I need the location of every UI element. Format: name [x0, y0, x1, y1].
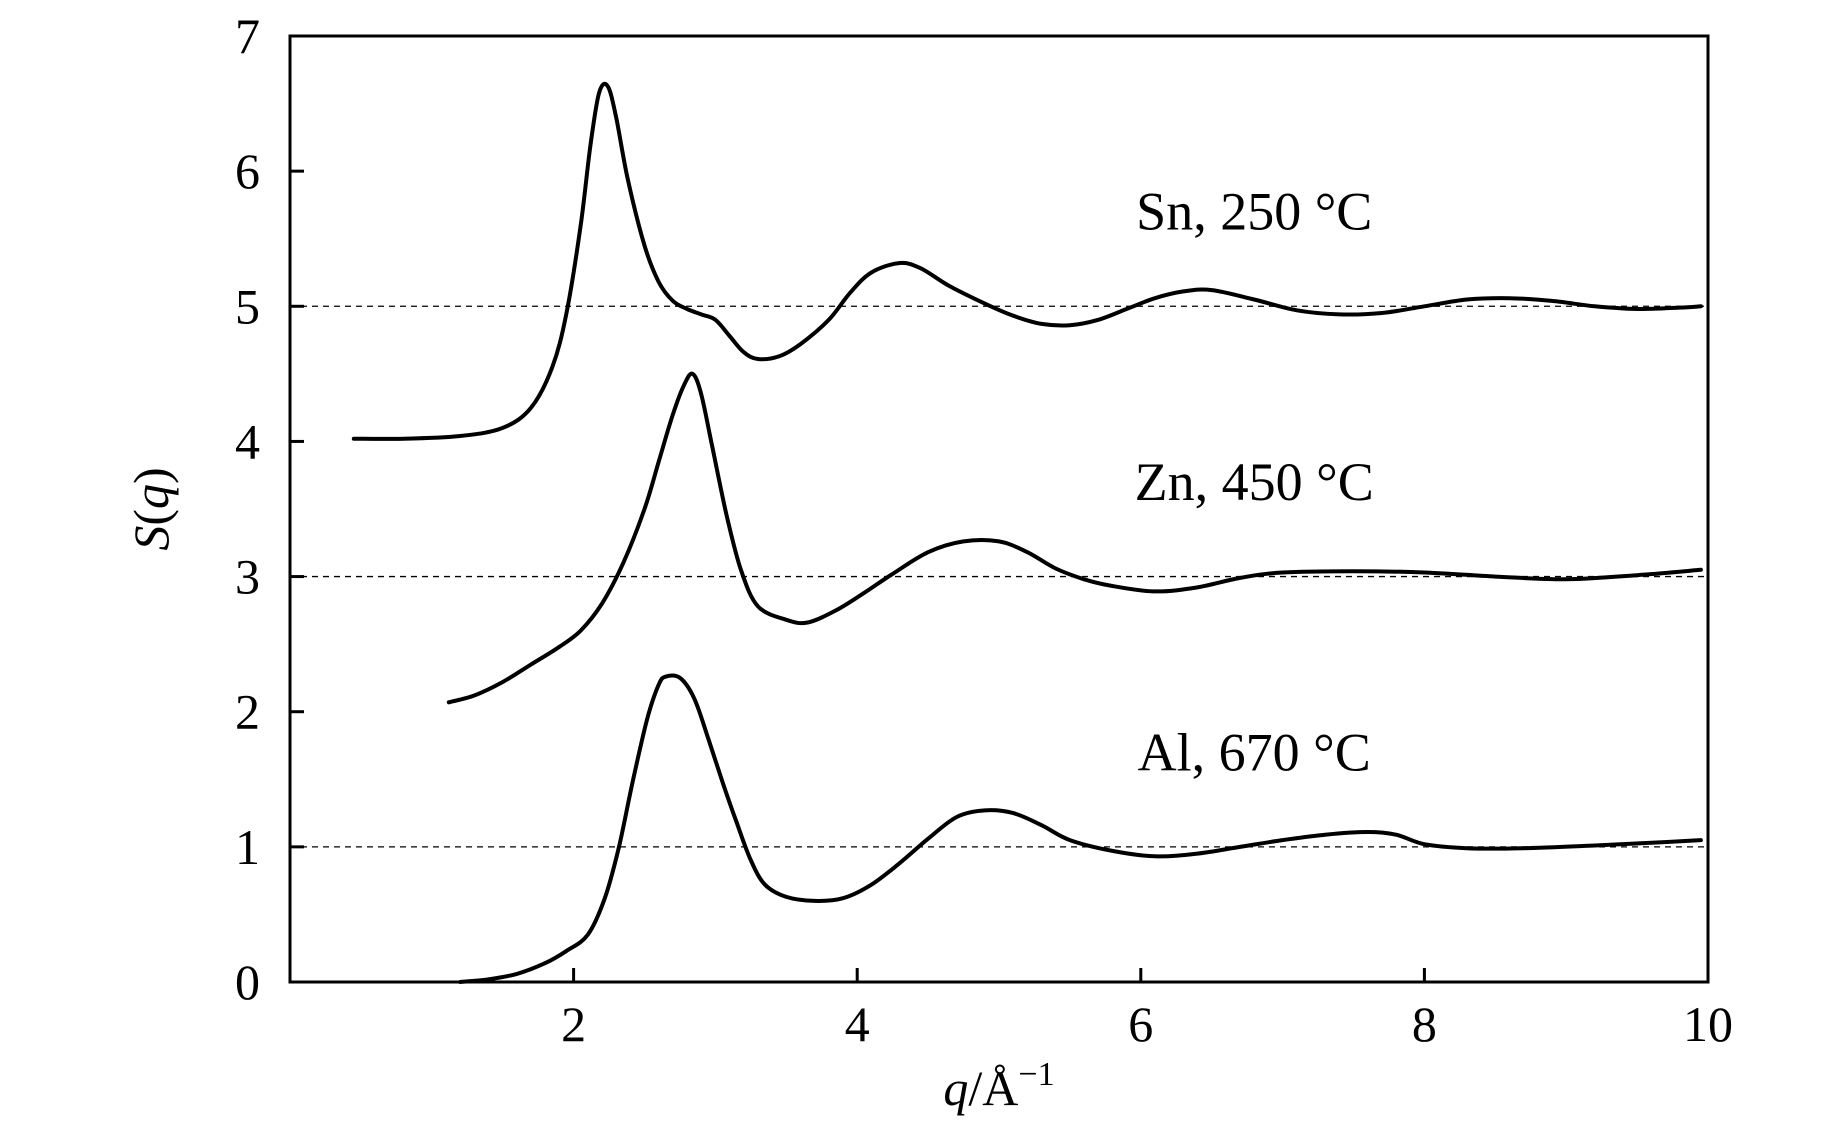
- plot-frame: [288, 34, 1710, 984]
- series-line-0: [351, 81, 1703, 441]
- x-tick-label: 6: [1128, 996, 1153, 1052]
- series-line-2: [458, 673, 1703, 984]
- y-tick-label: 7: [235, 8, 260, 64]
- x-axis: 2 4 6 8 10: [561, 968, 1733, 1052]
- y-axis: 0 1 2 3 4 5 6 7: [235, 8, 304, 1010]
- x-tick-label: 2: [561, 996, 586, 1052]
- y-tick-label: 2: [235, 684, 260, 740]
- y-tick-label: 6: [235, 143, 260, 199]
- series-label-1: Zn, 450 °C: [1135, 452, 1374, 512]
- series-line-1: [446, 371, 1703, 705]
- series-label-2: Al, 670 °C: [1138, 722, 1371, 782]
- x-tick-label: 4: [845, 996, 870, 1052]
- y-tick-label: 3: [235, 549, 260, 605]
- x-tick-label: 8: [1412, 996, 1437, 1052]
- series-label-0: Sn, 250 °C: [1136, 182, 1372, 242]
- y-tick-label: 4: [235, 413, 260, 469]
- x-tick-label: 10: [1683, 996, 1733, 1052]
- x-axis-label: q/Å−1: [943, 1056, 1054, 1116]
- y-tick-label: 5: [235, 278, 260, 334]
- series-labels: Sn, 250 °C Zn, 450 °C Al, 670 °C: [1135, 182, 1374, 783]
- y-axis-label: S(q): [123, 467, 179, 550]
- y-tick-label: 1: [235, 819, 260, 875]
- y-tick-label: 0: [235, 954, 260, 1010]
- series-curves: [351, 81, 1703, 984]
